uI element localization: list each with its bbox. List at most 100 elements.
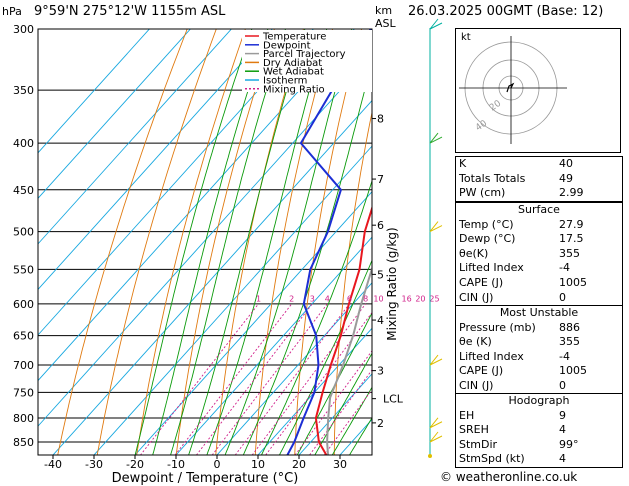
mixing-ratio-label: 6 xyxy=(347,295,352,304)
plot-frame xyxy=(37,28,373,456)
hodograph: kt 20 40 xyxy=(455,28,621,153)
mixing-ratio-label: 16 xyxy=(402,295,412,304)
isotherm-line xyxy=(216,282,372,455)
mixing-ratio-label: 25 xyxy=(429,295,439,304)
dry-adiabat-line xyxy=(57,29,188,455)
index-value: 40 xyxy=(559,157,573,170)
km-tick-label: 6 xyxy=(377,219,384,232)
row-value: -4 xyxy=(559,349,570,363)
wet-adiabat-line xyxy=(134,29,253,455)
row-label: Temp (°C) xyxy=(459,217,514,231)
km-tick-label: 4 xyxy=(377,314,384,327)
legend-label: Wet Adiabat xyxy=(263,67,324,78)
x-tick-label: -10 xyxy=(167,458,185,471)
temperature-profile-point xyxy=(318,441,320,443)
wet-adiabat-line xyxy=(278,259,372,455)
parcel-trajectory-point xyxy=(427,28,429,30)
mixing-ratio-line xyxy=(294,350,372,455)
pressure-tick-label: 500 xyxy=(13,226,34,239)
temperature-profile-point xyxy=(415,28,417,30)
indices-box: K 40 Totals Totals 49 PW (cm) 2.99 xyxy=(455,156,623,202)
isotherm-line xyxy=(52,99,372,455)
surface-wind-dot xyxy=(428,454,432,458)
pressure-tick-label: 300 xyxy=(13,23,34,36)
parcel-trajectory-point xyxy=(328,458,330,460)
temperature-profile-point xyxy=(364,230,366,233)
dewpoint-profile-point xyxy=(313,391,316,394)
wind-barb xyxy=(429,417,443,429)
row-label: StmSpd (kt) xyxy=(459,452,525,466)
isotherm-line xyxy=(93,145,372,455)
wind-barb xyxy=(429,18,443,30)
surface-box: Surface Temp (°C) 27.9 Dewp (°C) 17.5 θe(K… xyxy=(455,202,623,307)
mixing-ratio-label: 1 xyxy=(256,295,261,304)
legend-label: Parcel Trajectory xyxy=(263,49,346,60)
temperature-profile-point xyxy=(358,268,361,271)
parcel-trajectory-point xyxy=(360,303,363,305)
row-value: 886 xyxy=(559,320,580,334)
row-value: 355 xyxy=(559,335,580,349)
mixing-ratio-line xyxy=(251,303,366,455)
wet-adiabat-line xyxy=(152,29,269,455)
km-tick-label: 5 xyxy=(377,268,384,281)
most-unstable-box: Most Unstable Pressure (mb) 886 θe (K) 355… xyxy=(455,305,623,395)
isotherm-line xyxy=(38,29,274,291)
mixing-ratio-line xyxy=(265,311,372,455)
mixing-ratio-axis-label: Mixing Ratio (g/kg) xyxy=(385,227,399,340)
parcel-trajectory-point xyxy=(398,189,400,191)
km-tick-label: 3 xyxy=(377,365,384,378)
hpa-unit-label: hPa xyxy=(2,5,22,18)
mixing-ratio-label: 3 xyxy=(310,295,315,304)
temperature-profile-point xyxy=(330,364,332,366)
x-tick-label: 20 xyxy=(292,458,306,471)
temperature-profile-point xyxy=(377,189,379,191)
mixing-ratio-line xyxy=(139,303,259,455)
pressure-tick-label: 650 xyxy=(13,330,34,343)
parcel-trajectory-point xyxy=(329,396,331,399)
row-label: Pressure (mb) xyxy=(459,320,536,334)
mixing-ratio-label: 8 xyxy=(363,295,368,304)
row-label: EH xyxy=(459,408,475,422)
row-value: -4 xyxy=(559,261,570,275)
temperature-profile-point xyxy=(348,303,350,305)
mixing-ratio-line xyxy=(309,369,372,455)
isotherm-line xyxy=(134,190,372,455)
dewpoint-profile-point xyxy=(300,142,302,144)
row-value: 1005 xyxy=(559,275,587,289)
parcel-trajectory-point xyxy=(418,89,420,91)
dry-adiabat-line xyxy=(96,29,217,455)
pressure-tick-label: 700 xyxy=(13,359,34,372)
temperature-profile-point xyxy=(321,391,324,394)
legend-background xyxy=(242,30,372,92)
row-value: 27.9 xyxy=(559,217,584,231)
pressure-tick-label: 550 xyxy=(13,263,34,276)
x-tick-label: 10 xyxy=(251,458,265,471)
legend-label: Mixing Ratio xyxy=(263,84,325,95)
mixing-ratio-line xyxy=(323,388,372,455)
dewpoint-profile-point xyxy=(285,458,287,460)
temperature-profile-point xyxy=(401,89,403,91)
row-label: CAPE (J) xyxy=(459,364,504,378)
x-tick-label: -30 xyxy=(85,458,103,471)
dry-adiabat-line xyxy=(333,110,372,455)
hodograph-trace xyxy=(506,82,515,93)
row-value: 4 xyxy=(559,452,566,466)
row-value: 99° xyxy=(559,437,579,451)
row-value: 9 xyxy=(559,408,566,422)
station-header: 9°59'N 275°12'W 1155m ASL xyxy=(34,4,226,19)
x-tick-label: -40 xyxy=(44,458,62,471)
mixing-ratio-label: 20 xyxy=(415,295,425,304)
pressure-tick-label: 600 xyxy=(13,298,34,311)
isotherm-line xyxy=(175,236,372,455)
wet-adiabat-line xyxy=(224,29,353,455)
pressure-tick-label: 350 xyxy=(13,84,34,97)
dewpoint-profile-point xyxy=(340,189,342,191)
wind-barb xyxy=(429,221,443,233)
legend-label: Isotherm xyxy=(263,76,307,87)
mixing-ratio-line xyxy=(174,303,293,455)
dry-adiabat-line xyxy=(254,29,334,455)
row-label: θe (K) xyxy=(459,335,492,349)
section-title: Surface xyxy=(518,203,560,216)
mixing-ratio-label: 4 xyxy=(325,295,330,304)
